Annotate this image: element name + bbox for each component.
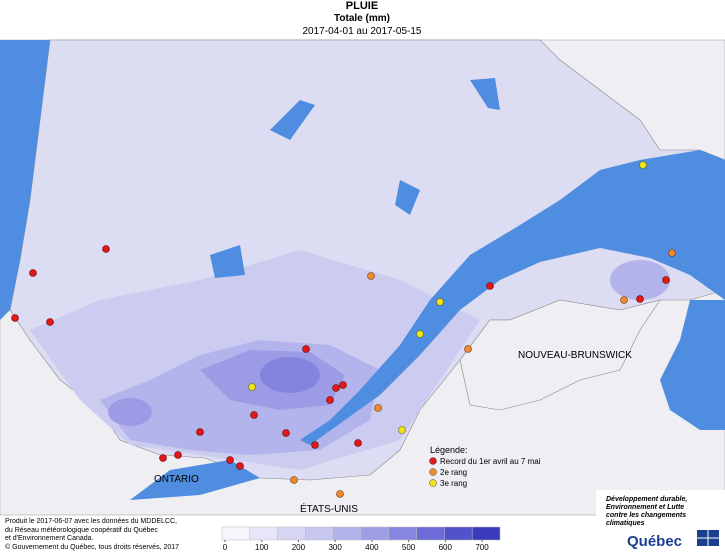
station: [196, 428, 204, 436]
station: [102, 245, 110, 253]
station: [354, 439, 362, 447]
station: [668, 249, 676, 257]
credit-line: et d'Environnement Canada.: [5, 535, 94, 542]
colorbar-tick-label: 700: [475, 543, 489, 552]
logo-text: Développement durable,: [606, 496, 687, 503]
legend-label: 3e rang: [440, 479, 467, 488]
station: [436, 298, 444, 306]
legend: Légende: Record du 1er avril au 7 mai 2e …: [429, 445, 541, 488]
colorbar-class: [360, 526, 390, 541]
station: [302, 345, 310, 353]
station: [46, 318, 54, 326]
colorbar-class: [471, 526, 501, 541]
title: PLUIE: [346, 0, 378, 12]
region-label: ÉTATS-UNIS: [300, 502, 358, 515]
station: [339, 381, 347, 389]
period: 2017-04-01 au 2017-05-15: [303, 26, 422, 37]
station: [464, 345, 472, 353]
station: [250, 411, 258, 419]
station: [159, 454, 167, 462]
region-label: NOUVEAU-BRUNSWICK: [518, 350, 632, 361]
station: [282, 429, 290, 437]
colorbar-tick-label: 500: [402, 543, 416, 552]
station: [174, 451, 182, 459]
rain-zone: [260, 357, 320, 393]
station: [639, 161, 647, 169]
credits: Produit le 2017-06-07 avec les données d…: [5, 518, 179, 551]
station: [367, 272, 375, 280]
logo-name: Québec: [627, 533, 682, 550]
legend-marker: [429, 457, 437, 465]
colorbar-tick-label: 0: [223, 543, 228, 552]
nb-region: [459, 299, 661, 411]
colorbar-class: [416, 526, 445, 541]
station: [336, 490, 344, 498]
station: [332, 384, 340, 392]
legend-title: Légende:: [430, 445, 468, 455]
hudson-bay: [0, 40, 50, 320]
colorbar: 0 100 200 300 400 500 600 700: [221, 526, 501, 552]
colorbar-tick-label: 200: [292, 543, 306, 552]
logo-text: contre les changements: [606, 512, 686, 519]
colorbar-tick-label: 100: [255, 543, 269, 552]
station: [416, 330, 424, 338]
station: [11, 314, 19, 322]
station: [236, 462, 244, 470]
station: [29, 269, 37, 277]
credit-line: du Réseau météorologique coopératif du Q…: [5, 527, 158, 534]
legend-label: Record du 1er avril au 7 mai: [440, 457, 541, 466]
colorbar-tick-label: 300: [328, 543, 342, 552]
lake: [210, 245, 245, 278]
colorbar-tick-label: 400: [365, 543, 379, 552]
logo: Développement durable, Environnement et …: [596, 490, 725, 552]
lake: [470, 78, 500, 110]
st-lawrence: [300, 150, 725, 445]
station: [662, 276, 670, 284]
station: [311, 441, 319, 449]
rain-zone: [610, 260, 670, 300]
lake-ontario: [130, 460, 260, 500]
colorbar-class: [277, 526, 306, 541]
station: [620, 296, 628, 304]
colorbar-class: [249, 526, 278, 541]
legend-marker: [429, 468, 437, 476]
colorbar-class: [305, 526, 334, 541]
colorbar-class: [332, 526, 362, 541]
map: ONTARIO ÉTATS-UNIS NOUVEAU-BRUNSWICK Lég…: [0, 39, 725, 516]
rain-zone: [108, 398, 152, 426]
subtitle: Totale (mm): [334, 13, 390, 24]
credit-line: Produit le 2017-06-07 avec les données d…: [5, 518, 177, 525]
colorbar-class: [221, 526, 251, 541]
station: [226, 456, 234, 464]
lake: [395, 180, 420, 215]
legend-label: 2e rang: [440, 468, 467, 477]
station: [374, 404, 382, 412]
lake: [270, 100, 315, 140]
station: [326, 396, 334, 404]
credit-line: © Gouvernement du Québec, tous droits ré…: [5, 543, 179, 551]
station: [290, 476, 298, 484]
station: [248, 383, 256, 391]
colorbar-tick-label: 600: [439, 543, 453, 552]
stations: [11, 161, 676, 498]
logo-text: climatiques: [606, 520, 645, 527]
station: [398, 426, 406, 434]
region-label: ONTARIO: [154, 474, 199, 485]
station: [486, 282, 494, 290]
legend-marker: [429, 479, 437, 487]
station: [636, 295, 644, 303]
gulf: [660, 300, 725, 430]
colorbar-class: [444, 526, 473, 541]
colorbar-class: [388, 526, 417, 541]
logo-text: Environnement et Lutte: [606, 504, 684, 511]
